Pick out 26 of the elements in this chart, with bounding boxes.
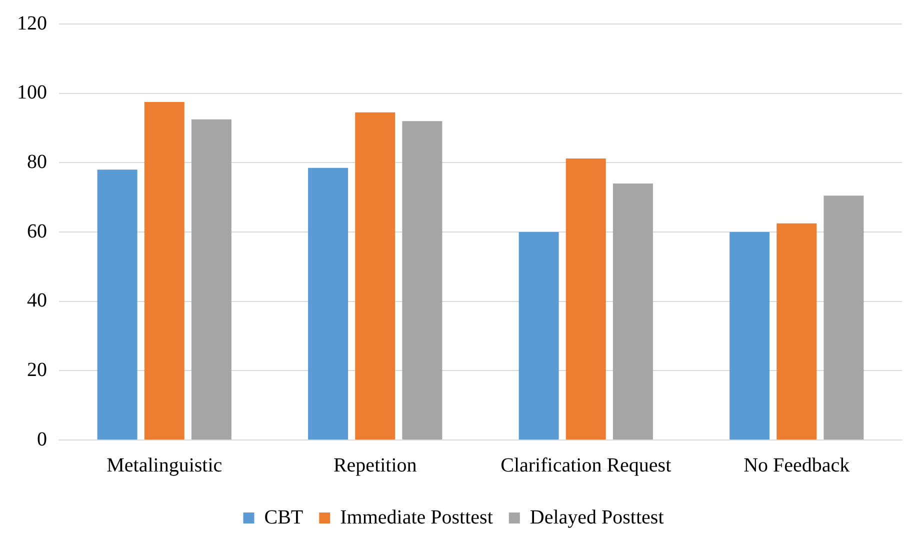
bar <box>191 119 232 440</box>
legend-label: CBT <box>264 506 304 528</box>
legend-label: Delayed Posttest <box>530 506 664 528</box>
y-tick-label: 20 <box>27 358 47 381</box>
bar <box>776 223 817 440</box>
x-tick-label: Clarification Request <box>500 454 672 476</box>
bar <box>402 121 442 440</box>
bar <box>308 168 348 440</box>
bar <box>566 158 606 440</box>
y-tick-label: 60 <box>27 220 47 242</box>
legend-label: Immediate Posttest <box>340 506 494 528</box>
bar <box>612 183 653 440</box>
bar <box>144 102 184 440</box>
y-tick-label: 120 <box>17 12 47 34</box>
bar <box>730 232 770 440</box>
bar <box>824 196 864 440</box>
bar <box>355 112 396 440</box>
y-tick-label: 0 <box>37 428 47 450</box>
x-tick-label: Repetition <box>333 454 417 476</box>
y-tick-label: 80 <box>27 150 47 173</box>
x-tick-label: Metalinguistic <box>106 454 222 476</box>
y-tick-label: 100 <box>17 82 47 104</box>
x-tick-label: No Feedback <box>744 454 850 476</box>
y-tick-label: 40 <box>27 290 47 312</box>
bar <box>518 232 559 440</box>
bar <box>97 170 138 440</box>
